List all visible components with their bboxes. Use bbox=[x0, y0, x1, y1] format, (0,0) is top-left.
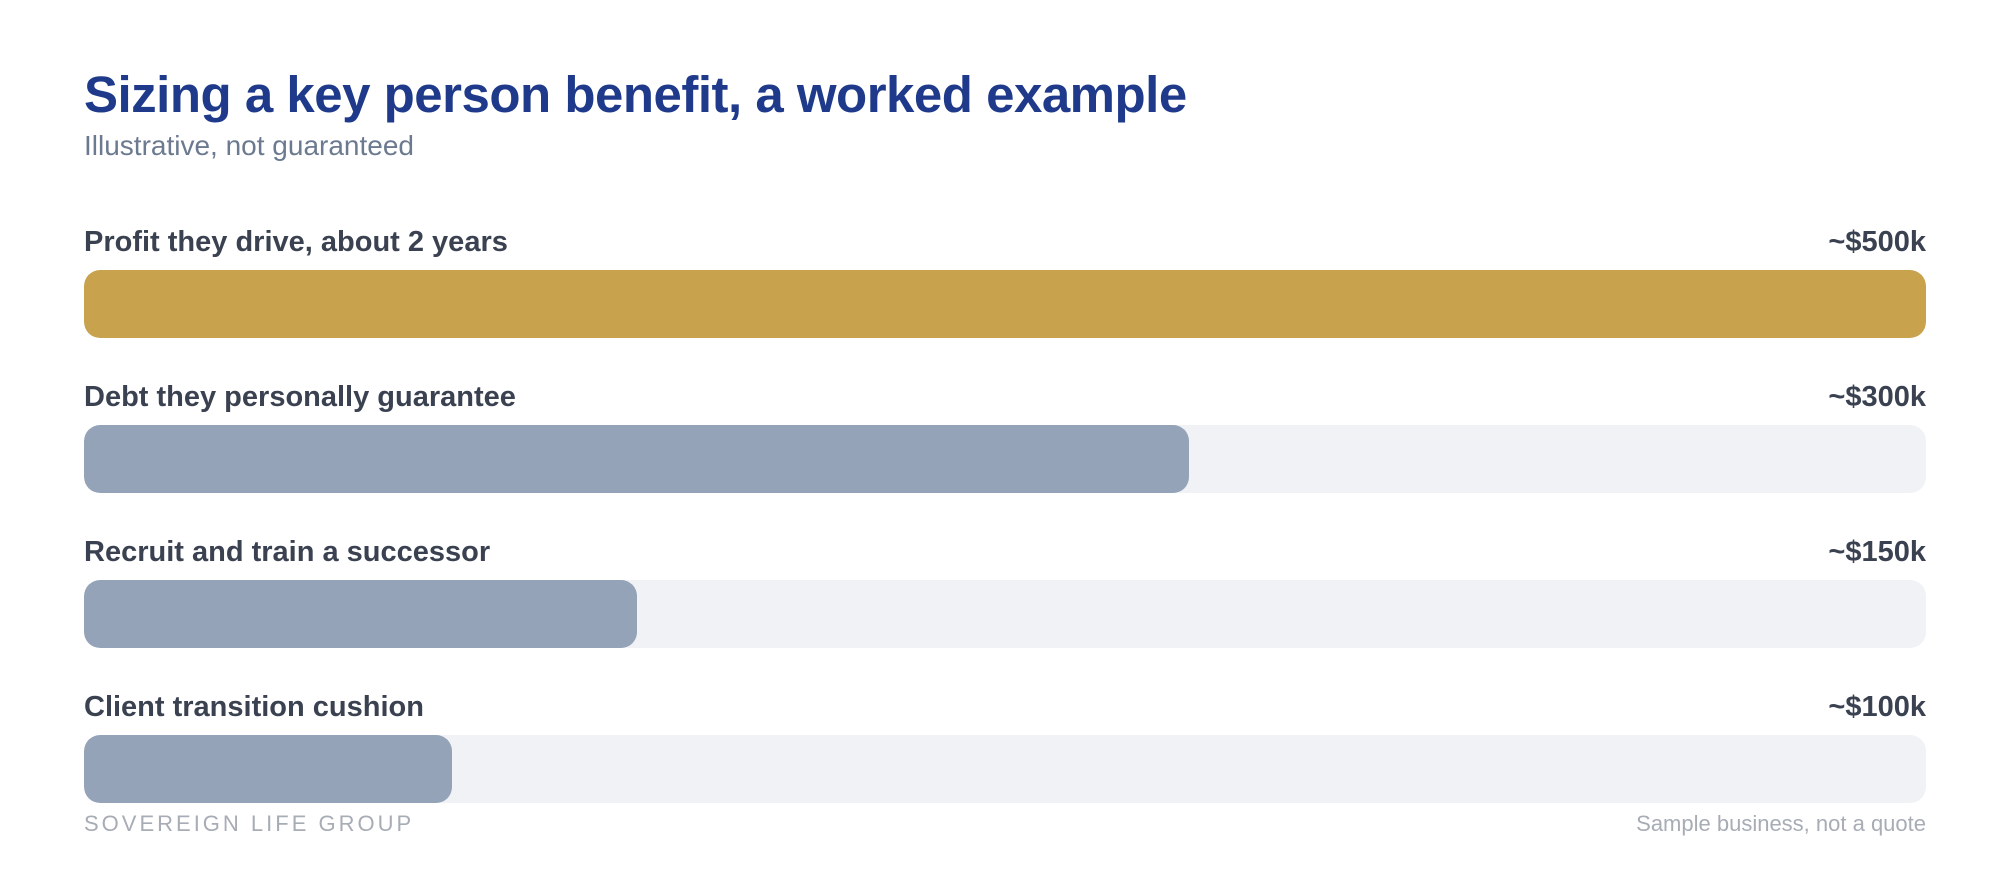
bar-row-debt: Debt they personally guarantee ~$300k bbox=[84, 379, 1926, 501]
bar-row-profit: Profit they drive, about 2 years ~$500k bbox=[84, 224, 1926, 346]
bar-value-label: ~$100k bbox=[1828, 691, 1926, 723]
bar-fill bbox=[84, 735, 453, 803]
bar-label: Debt they personally guarantee bbox=[84, 381, 516, 413]
bar-row-successor: Recruit and train a successor ~$150k bbox=[84, 534, 1926, 656]
bar-value-label: ~$150k bbox=[1828, 536, 1926, 568]
bar-fill bbox=[84, 580, 637, 648]
bar-track bbox=[84, 735, 1926, 803]
footer-note: Sample business, not a quote bbox=[1636, 811, 1926, 836]
bar-track bbox=[84, 580, 1926, 648]
chart-subtitle: Illustrative, not guaranteed bbox=[84, 130, 414, 161]
bar-value-label: ~$300k bbox=[1828, 381, 1926, 413]
bar-label: Client transition cushion bbox=[84, 691, 424, 723]
bar-fill bbox=[84, 425, 1190, 493]
bar-track bbox=[84, 425, 1926, 493]
chart-title: Sizing a key person benefit, a worked ex… bbox=[84, 66, 1187, 123]
bar-value-label: ~$500k bbox=[1828, 226, 1926, 258]
brand-name: SOVEREIGN LIFE GROUP bbox=[84, 811, 415, 836]
bar-fill bbox=[84, 270, 1926, 338]
bar-track bbox=[84, 270, 1926, 338]
bar-row-client-transition: Client transition cushion ~$100k bbox=[84, 689, 1926, 811]
bar-label: Recruit and train a successor bbox=[84, 536, 491, 568]
bar-label: Profit they drive, about 2 years bbox=[84, 226, 508, 258]
